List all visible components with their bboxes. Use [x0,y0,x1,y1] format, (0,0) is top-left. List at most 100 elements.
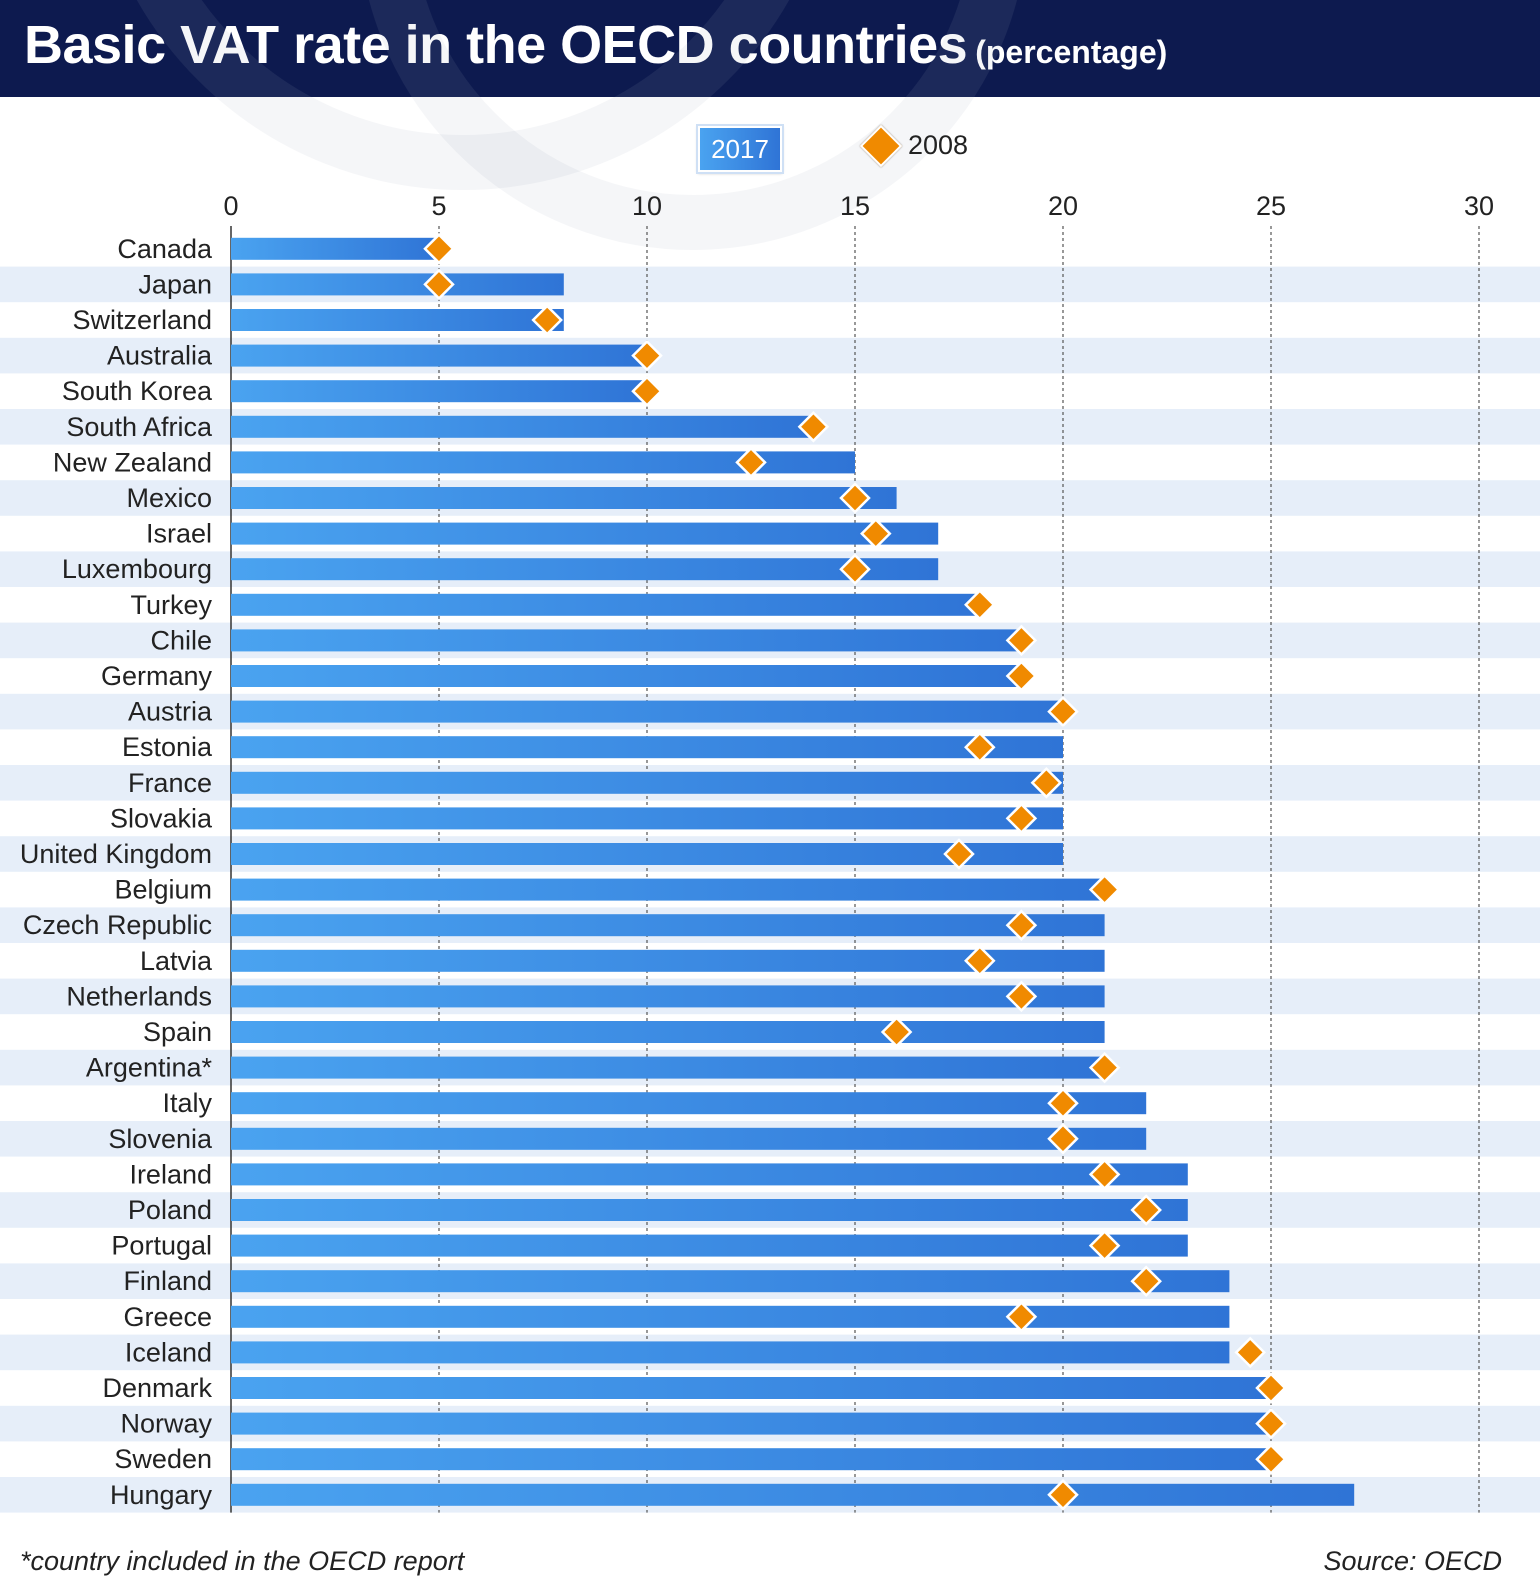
marker-2008 [1005,624,1038,657]
category-label: Luxembourg [62,554,212,584]
bar-2017 [231,558,939,581]
bar-2017 [231,1448,1271,1471]
marker-2008 [1255,1372,1287,1404]
marker-2008 [860,517,892,550]
chart-title-main: Basic VAT rate in the OECD countries [24,15,968,75]
marker-2008 [531,304,563,336]
marker-2008 [1005,909,1038,941]
bar-2017 [231,309,564,331]
bar-2017 [231,344,647,367]
bar-2017 [231,1163,1188,1186]
category-label: Netherlands [66,981,212,1011]
legend-2008-label: 2008 [908,130,969,160]
marker-2008 [1088,1229,1121,1262]
marker-2008 [839,553,871,585]
bar-2017 [231,1127,1147,1150]
bar-2017 [231,878,1105,901]
x-tick-label: 5 [431,191,446,221]
legend-2017-swatch: 2017 [696,124,784,174]
category-label: Canada [117,234,213,264]
category-label: Ireland [129,1159,212,1189]
marker-2008 [1130,1265,1162,1297]
category-label: Australia [107,341,213,371]
category-label: Belgium [114,875,212,905]
category-label: Turkey [130,590,212,620]
title-bar: Basic VAT rate in the OECD countries (per… [0,0,1540,97]
category-label: Italy [162,1088,212,1118]
x-tick-label: 30 [1464,191,1494,221]
category-label: Israel [146,519,212,549]
bar-2017 [231,1199,1188,1221]
bar-2017 [231,415,814,438]
category-label: Portugal [111,1231,212,1261]
marker-2008 [1005,980,1038,1013]
category-label: Latvia [140,946,213,976]
category-label: South Africa [66,412,213,442]
marker-2008 [1088,873,1121,906]
bar-2017 [231,700,1063,723]
marker-2008 [880,1016,913,1048]
bar-2017 [231,985,1105,1008]
marker-2008 [1005,1301,1038,1333]
bar-2017 [231,451,855,474]
category-label: South Korea [62,376,213,406]
marker-2008 [423,233,455,265]
bar-2017 [231,629,1022,652]
marker-2008 [1047,1123,1079,1155]
category-label: Hungary [110,1480,213,1510]
x-tick-label: 10 [632,191,662,221]
bar-2017 [231,380,647,403]
bar-2017 [231,1234,1188,1257]
marker-2008 [1047,695,1079,728]
category-label: Mexico [126,483,212,513]
marker-2008 [1088,1051,1121,1084]
bar-2017 [231,843,1063,865]
marker-2008 [1005,660,1038,692]
bar-2017 [231,1412,1271,1435]
marker-2008 [1047,1087,1079,1119]
marker-2008 [1088,1158,1121,1191]
marker-2008 [797,411,830,443]
bar-2017 [231,273,564,296]
bar-2017 [231,1377,1271,1399]
marker-2008 [1255,1407,1287,1440]
category-label: Finland [123,1266,212,1296]
marker-2008 [423,268,455,301]
marker-2008 [964,589,996,621]
marker-2008 [1130,1194,1162,1226]
footnote: *country included in the OECD report [20,1546,465,1576]
category-label: Estonia [122,732,213,762]
bar-2017 [231,1056,1105,1079]
category-label: Japan [138,269,212,299]
marker-2008 [1255,1443,1287,1475]
category-label: Norway [120,1409,212,1439]
marker-2008 [839,482,871,514]
bar-2017 [231,1092,1147,1115]
marker-2008 [1047,1479,1079,1511]
marker-2008 [631,375,663,407]
marker-2008 [964,731,996,763]
bar-2017 [231,1270,1230,1293]
bar-2017 [231,1305,1230,1328]
bar-2017 [231,736,1063,759]
category-label: Spain [143,1017,212,1047]
marker-2008 [1030,767,1063,799]
source-note: Source: OECD [1323,1546,1502,1576]
bar-2017 [231,949,1105,972]
category-label: Iceland [125,1337,212,1367]
bar-2017 [231,237,439,260]
x-tick-label: 20 [1048,191,1078,221]
marker-2008 [964,945,996,977]
category-label: Denmark [102,1373,212,1403]
category-label: Slovakia [110,803,213,833]
category-label: Slovenia [108,1124,213,1154]
category-label: Switzerland [72,305,212,335]
bar-2017 [231,807,1063,830]
bar-2017 [231,1021,1105,1043]
category-label: Argentina* [86,1053,213,1083]
chart-title: Basic VAT rate in the OECD countries (per… [24,14,1167,76]
category-label: Chile [150,625,212,655]
marker-2008 [631,339,663,372]
bar-2017 [231,1483,1355,1506]
bar-2017 [231,522,939,545]
